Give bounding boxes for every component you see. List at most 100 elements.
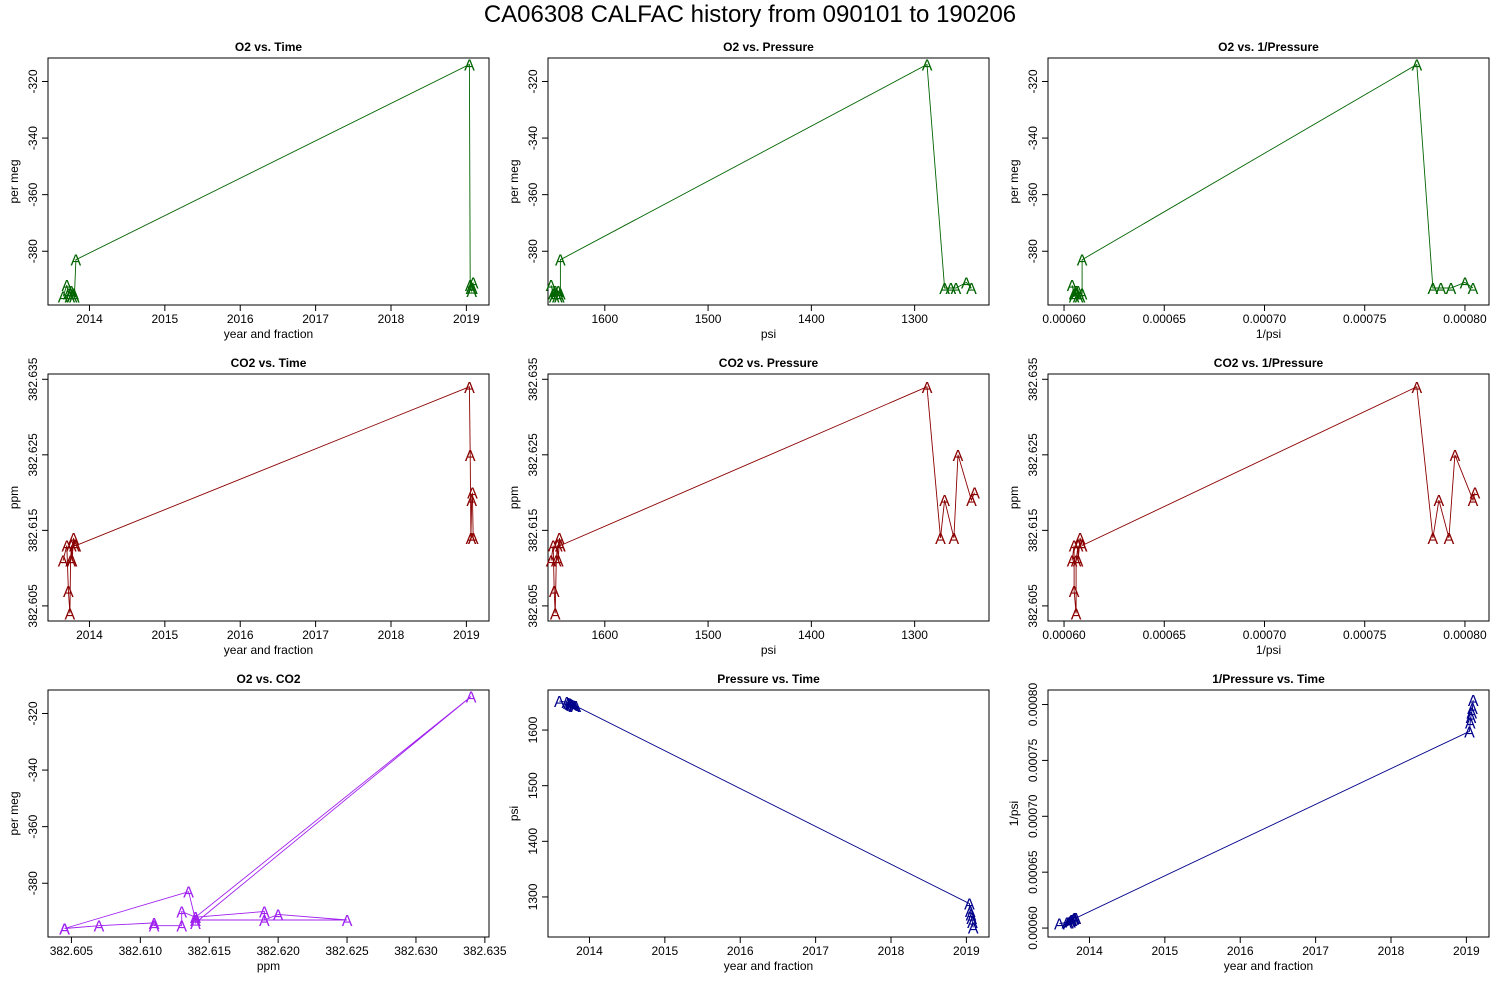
x-tick-label: 0.00060 — [1042, 628, 1086, 642]
x-axis-label: psi — [761, 327, 776, 341]
data-point: A — [1067, 554, 1078, 571]
data-point: A — [546, 554, 557, 571]
data-point: A — [68, 531, 79, 548]
data-point: A — [1073, 284, 1084, 301]
data-point: A — [551, 287, 562, 304]
series-line — [1059, 700, 1474, 925]
x-tick-label: 0.00065 — [1143, 312, 1187, 326]
panel-title: CO2 vs. 1/Pressure — [1214, 356, 1324, 370]
y-tick-label: 382.635 — [526, 357, 540, 401]
x-tick-label: 2016 — [727, 944, 754, 958]
series-line — [64, 696, 472, 929]
y-tick-label: 0.00060 — [1026, 906, 1040, 950]
data-point: A — [549, 584, 560, 601]
x-tick-label: 2018 — [378, 628, 405, 642]
y-axis-label: per meg — [1007, 159, 1021, 203]
data-point: A — [939, 281, 950, 298]
plot-frame — [47, 373, 490, 622]
data-point: A — [1077, 538, 1088, 555]
chart-panel: O2 vs. CO2 ppm per meg 382.605 382.610 382.61… — [7, 672, 507, 973]
series-line — [1071, 63, 1474, 298]
data-point: A — [555, 538, 566, 555]
data-point: A — [552, 290, 563, 307]
x-tick-label: 2017 — [302, 312, 329, 326]
data-point: A — [190, 910, 201, 927]
plot-frame — [1047, 373, 1490, 622]
x-axis-label: psi — [761, 643, 776, 657]
y-tick-label: -320 — [526, 69, 540, 93]
y-tick-label: 0.00075 — [1026, 738, 1040, 782]
series-line — [1071, 386, 1476, 614]
data-point: A — [1069, 584, 1080, 601]
data-point: A — [183, 885, 194, 902]
x-tick-label: 0.00080 — [1443, 628, 1487, 642]
data-point: A — [945, 281, 956, 298]
x-tick-label: 2014 — [576, 944, 603, 958]
data-point: A — [964, 897, 975, 914]
y-tick-label: 0.00080 — [1026, 683, 1040, 727]
y-tick-label: 0.00065 — [1026, 850, 1040, 894]
x-tick-label: 2015 — [151, 628, 178, 642]
x-tick-label: 1400 — [798, 628, 825, 642]
data-point: A — [949, 531, 960, 548]
plot-frame — [547, 689, 990, 938]
panel-title: O2 vs. CO2 — [236, 672, 300, 686]
x-tick-label: 382.625 — [325, 944, 369, 958]
data-point: A — [549, 290, 560, 307]
plot-frame — [1047, 689, 1490, 938]
y-tick-label: 382.625 — [26, 433, 40, 477]
data-point: A — [967, 915, 978, 932]
data-point: A — [567, 698, 578, 715]
data-point: A — [1062, 915, 1073, 932]
data-point: A — [65, 287, 76, 304]
y-axis-label: ppm — [507, 486, 521, 509]
data-point: A — [1468, 493, 1479, 510]
y-tick-label: 382.615 — [526, 508, 540, 552]
data-point: A — [1069, 287, 1080, 304]
y-tick-label: 382.615 — [26, 508, 40, 552]
x-tick-label: 2014 — [76, 628, 103, 642]
x-tick-label: 2019 — [953, 944, 980, 958]
data-point: A — [1468, 281, 1479, 298]
x-tick-label: 2018 — [878, 944, 905, 958]
data-point: A — [466, 281, 477, 298]
data-point: A — [259, 905, 270, 922]
data-point: A — [1071, 911, 1082, 928]
data-point: A — [1071, 554, 1082, 571]
data-point: A — [1077, 287, 1088, 304]
data-point: A — [1069, 290, 1080, 307]
data-point: A — [1468, 693, 1479, 710]
data-point: A — [554, 531, 565, 548]
data-point: A — [569, 699, 580, 716]
data-point: A — [67, 554, 78, 571]
figure-title: CA06308 CALFAC history from 090101 to 19… — [484, 1, 1016, 28]
x-axis-label: year and fraction — [724, 959, 813, 973]
x-tick-label: 1600 — [591, 628, 618, 642]
data-point: A — [67, 290, 78, 307]
x-axis-label: 1/psi — [1256, 327, 1281, 341]
data-point: A — [953, 448, 964, 465]
y-tick-label: 382.605 — [526, 584, 540, 628]
x-tick-label: 0.00070 — [1243, 628, 1287, 642]
data-point: A — [62, 538, 73, 555]
y-tick-label: -380 — [526, 239, 540, 263]
y-tick-label: 382.635 — [1026, 357, 1040, 401]
y-tick-label: -360 — [26, 814, 40, 838]
data-point: A — [565, 696, 576, 713]
data-point: A — [468, 275, 479, 292]
plot-frame — [1047, 57, 1490, 306]
data-point: A — [69, 538, 80, 555]
plot-frame — [47, 689, 490, 938]
data-point: A — [1073, 290, 1084, 307]
data-point: A — [466, 284, 477, 301]
y-axis-label: ppm — [1007, 486, 1021, 509]
x-tick-label: 382.635 — [463, 944, 507, 958]
data-point: A — [65, 554, 76, 571]
data-point: A — [551, 554, 562, 571]
y-tick-label: 382.625 — [1026, 433, 1040, 477]
chart-panel: CO2 vs. Time year and fraction ppm 2014 2015… — [7, 356, 490, 657]
x-tick-label: 2017 — [1302, 944, 1329, 958]
data-point: A — [554, 290, 565, 307]
data-point: A — [149, 916, 160, 933]
